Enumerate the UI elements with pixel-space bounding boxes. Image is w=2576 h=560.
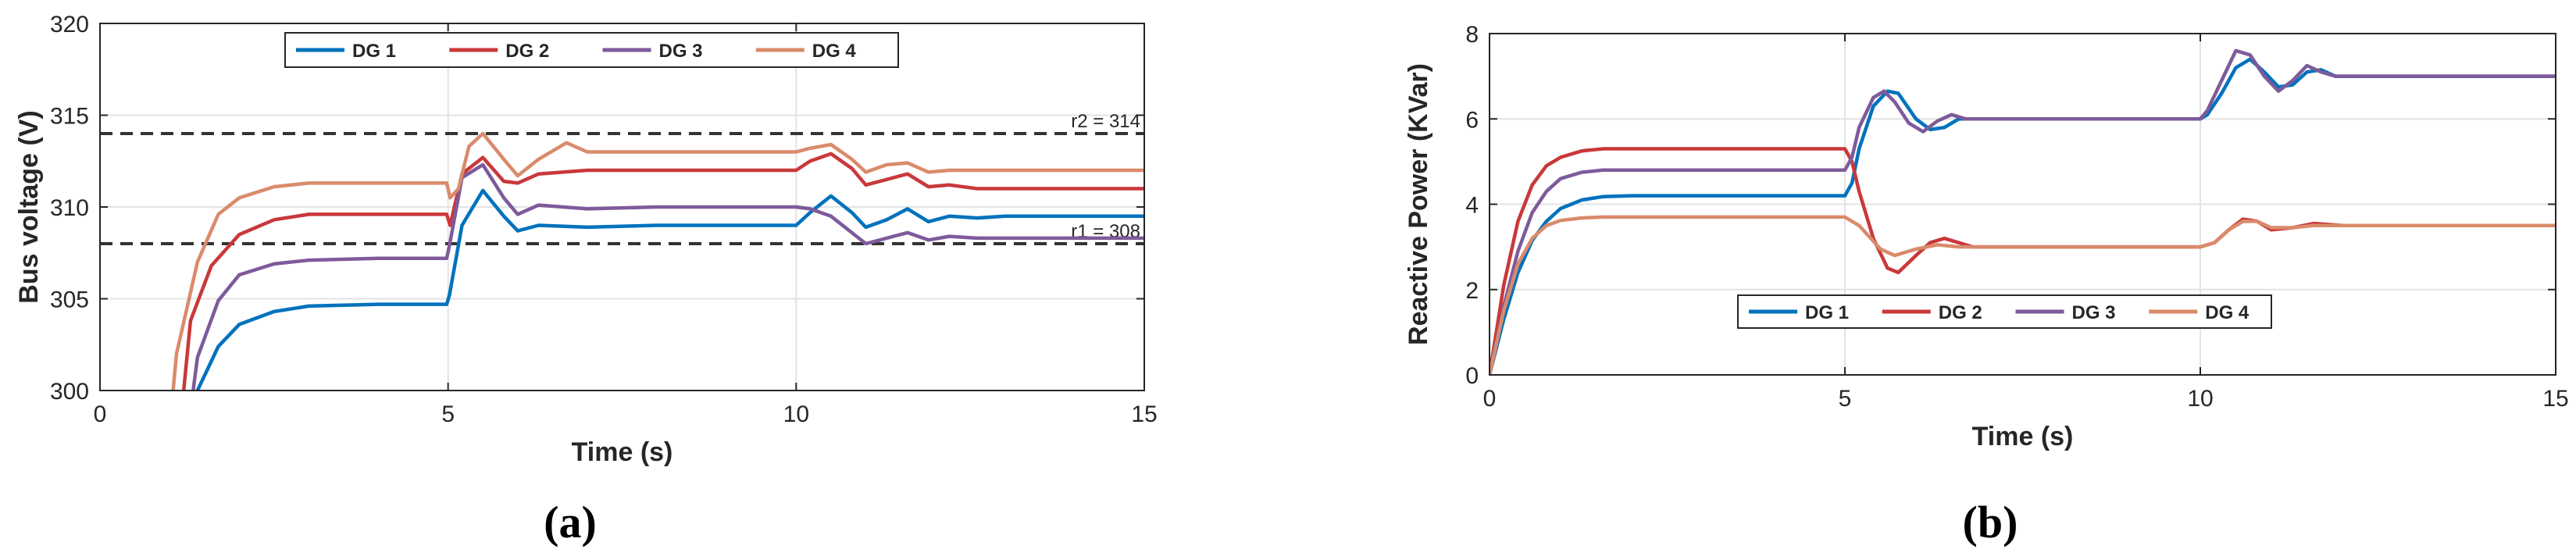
x-tick-label: 0 [94,401,107,427]
y-tick-label: 2 [1465,278,1479,304]
series-line-dg-1 [1490,57,2556,375]
x-tick-label: 5 [441,401,455,427]
x-tick-label: 15 [2542,386,2568,412]
y-tick-label: 305 [50,287,89,313]
series-group [1490,48,2556,375]
series-line-dg-2 [181,152,1144,391]
chart-reactive-power: 0 5 10 15 0 2 4 6 8 Time (s) Reactive Power (KVar)… [1404,22,2569,548]
y-axis-label: Reactive Power (KVar) [1404,63,1433,345]
series-line-dg-1 [195,188,1144,391]
legend-entry-label: DG 1 [352,41,396,62]
reference-line-label: r2 = 314 [1071,111,1140,132]
series-line-dg-2 [1490,147,2556,375]
legend: DG 1 DG 2 DG 3 DG 4 [284,32,899,68]
y-tick-label: 310 [50,195,89,221]
panel-caption: (a) [544,497,597,548]
x-tick-label: 0 [1483,386,1497,412]
y-tick-label: 315 [50,104,89,130]
legend-entry-label: DG 1 [1805,302,1849,323]
legend-entry-label: DG 4 [2205,302,2250,323]
series-group [171,131,1144,391]
legend-entry-label: DG 2 [1939,302,1982,323]
y-tick-label: 8 [1465,22,1479,48]
series-line-dg-3 [191,162,1144,391]
x-tick-label: 10 [2187,386,2213,412]
x-axis-label: Time (s) [572,437,673,467]
y-tick-label: 4 [1465,193,1479,219]
series-line-dg-3 [1490,48,2556,375]
x-axis-label: Time (s) [1972,422,2074,451]
legend-entry-label: DG 4 [812,41,857,62]
y-tick-label: 320 [50,12,89,37]
series-line-dg-4 [1490,215,2556,375]
y-tick-label: 0 [1465,363,1479,389]
legend-entry-label: DG 3 [659,41,703,62]
y-axis-label: Bus voltage (V) [14,110,44,303]
series-line-dg-4 [171,131,1144,391]
y-tick-label: 300 [50,379,89,405]
x-tick-label: 15 [1131,401,1157,427]
legend-entry-label: DG 3 [2072,302,2116,323]
legend: DG 1 DG 2 DG 3 DG 4 [1737,294,2272,329]
x-tick-label: 5 [1839,386,1852,412]
x-tick-label: 10 [783,401,809,427]
panel-caption: (b) [1963,497,2018,548]
legend-entry-label: DG 2 [505,41,549,62]
y-tick-label: 6 [1465,107,1479,133]
